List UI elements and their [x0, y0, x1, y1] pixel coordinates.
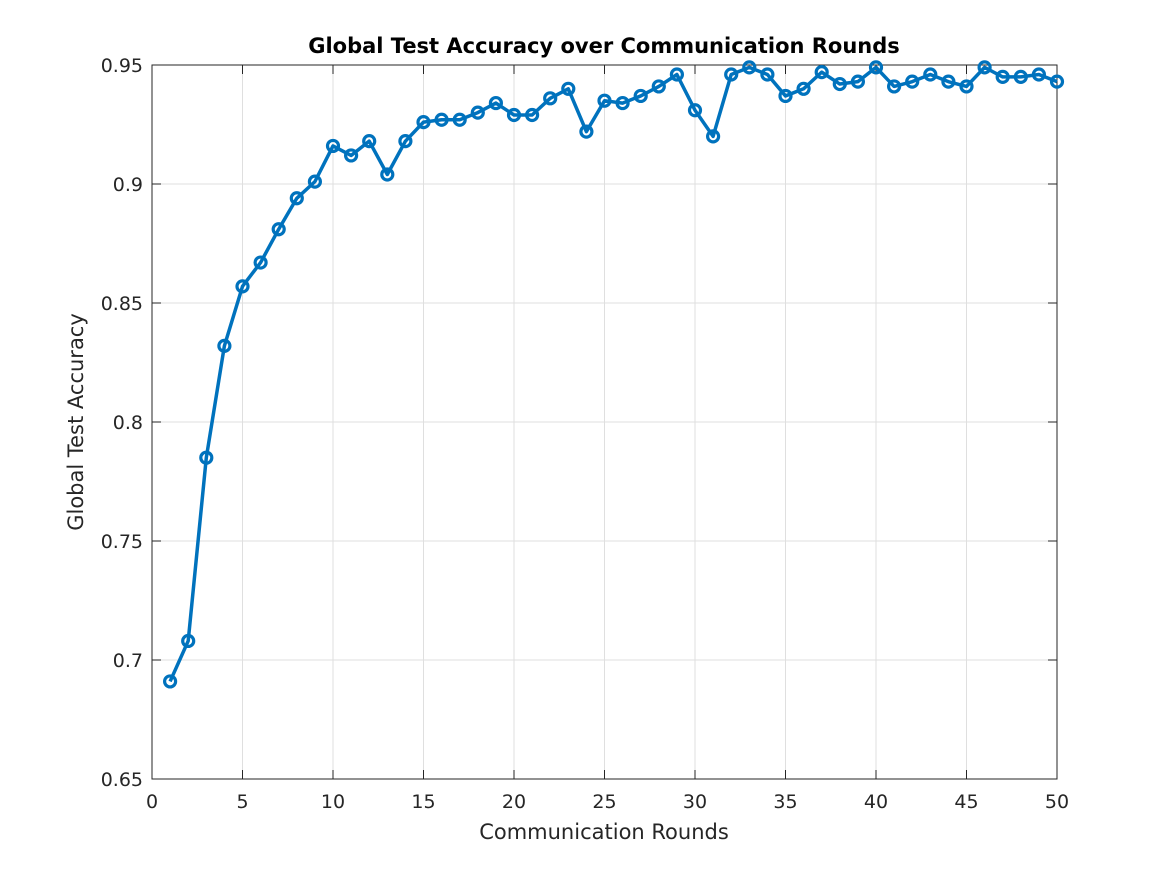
data-point-marker — [941, 74, 956, 89]
data-point-marker — [868, 60, 884, 75]
x-tick-labels: 0 5 10 15 20 25 30 35 40 45 50 — [146, 791, 1069, 813]
data-point-marker — [362, 134, 377, 149]
chart-title: Global Test Accuracy over Communication … — [308, 34, 900, 58]
data-point-marker — [760, 67, 775, 82]
data-point-marker — [832, 76, 847, 92]
data-point-marker — [380, 167, 395, 182]
data-point-marker — [434, 112, 449, 127]
x-tick-label: 40 — [864, 791, 888, 813]
data-point-marker — [796, 81, 811, 96]
data-point-marker — [1031, 67, 1047, 82]
data-point-marker — [687, 103, 703, 118]
y-tick-label: 0.75 — [101, 531, 143, 553]
data-point-marker — [615, 95, 630, 111]
data-point-marker — [163, 674, 178, 689]
data-point-marker — [651, 79, 666, 94]
data-point-marker — [597, 93, 612, 108]
data-point-marker — [561, 81, 576, 96]
data-point-marker — [235, 279, 250, 294]
data-point-marker — [923, 67, 938, 82]
x-tick-label: 45 — [954, 791, 978, 813]
x-tick-label: 5 — [236, 791, 248, 813]
y-axis-title: Global Test Accuracy — [64, 313, 88, 531]
data-point-marker — [470, 105, 485, 120]
data-point-marker — [271, 222, 286, 237]
data-point-marker — [416, 115, 431, 130]
data-point-marker — [1049, 74, 1065, 89]
y-tick-label: 0.9 — [113, 174, 143, 196]
data-point-marker — [398, 134, 413, 149]
y-tick-label: 0.95 — [101, 55, 143, 77]
x-tick-label: 25 — [592, 791, 616, 813]
x-axis-title: Communication Rounds — [479, 820, 729, 844]
data-point-marker — [217, 338, 232, 353]
data-point-marker — [325, 138, 341, 154]
x-tick-label: 15 — [411, 791, 435, 813]
x-tick-label: 30 — [683, 791, 707, 813]
x-tick-label: 10 — [321, 791, 345, 813]
y-tick-label: 0.65 — [101, 769, 143, 791]
data-point-marker — [524, 107, 540, 123]
data-point-marker — [778, 88, 793, 104]
data-point-marker — [307, 174, 322, 189]
data-point-marker — [724, 67, 739, 82]
x-tick-label: 20 — [502, 791, 526, 813]
y-tick-label: 0.8 — [113, 412, 143, 434]
data-point-marker — [289, 191, 304, 206]
y-tick-label: 0.85 — [101, 293, 143, 315]
x-tick-label: 0 — [146, 791, 158, 813]
data-point-marker — [886, 79, 902, 94]
data-point-marker — [814, 65, 829, 80]
data-point-marker — [543, 91, 558, 106]
y-tick-labels: 0.65 0.7 0.75 0.8 0.85 0.9 0.95 — [101, 55, 143, 791]
data-point-marker — [181, 633, 196, 649]
data-point-marker — [633, 88, 648, 104]
data-point-marker — [579, 124, 594, 139]
data-point-marker — [452, 112, 467, 127]
data-point-marker — [669, 67, 685, 82]
data-point-marker — [742, 60, 757, 75]
data-point-marker — [199, 450, 214, 465]
data-point-marker — [488, 95, 503, 111]
data-point-marker — [977, 60, 992, 75]
data-point-marker — [995, 69, 1010, 85]
x-tick-label: 35 — [773, 791, 797, 813]
plot-frame — [151, 64, 1058, 780]
y-tick-label: 0.7 — [113, 650, 143, 672]
data-point-marker — [850, 74, 866, 89]
data-point-marker — [253, 255, 268, 270]
data-point-marker — [506, 107, 522, 123]
data-point-marker — [705, 129, 721, 144]
data-point-marker — [344, 148, 359, 163]
data-point-marker — [1013, 69, 1028, 85]
series-layer — [163, 60, 1065, 689]
x-tick-label: 50 — [1045, 791, 1069, 813]
data-point-marker — [959, 79, 974, 94]
data-point-marker — [905, 74, 920, 89]
